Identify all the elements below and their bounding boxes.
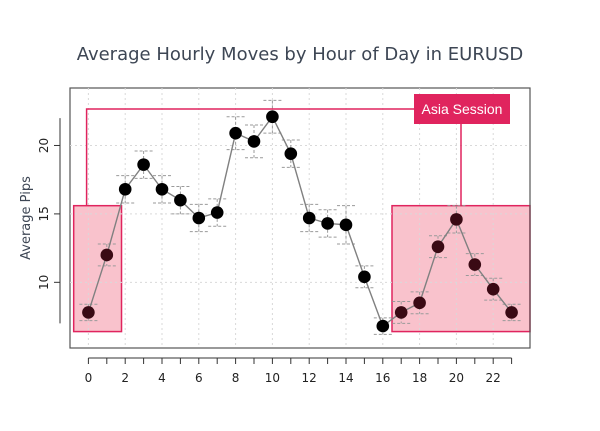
x-tick-label: 2 (121, 371, 129, 385)
data-point (339, 218, 353, 232)
data-point (137, 158, 150, 171)
session-connector: Asia Session (85, 94, 510, 206)
x-tick-label: 20 (449, 371, 464, 385)
data-point (486, 282, 500, 296)
x-tick-label: 22 (486, 371, 501, 385)
data-point (394, 306, 408, 319)
data-point (468, 258, 482, 271)
asia-session-highlight-1 (72, 204, 123, 333)
plot-frame (69, 87, 531, 349)
x-tick-label: 4 (158, 371, 166, 385)
y-tick-label: 10 (37, 275, 51, 290)
data-point (210, 206, 224, 219)
data-point (431, 240, 445, 254)
session-bracket (85, 108, 462, 206)
data-point (247, 135, 261, 148)
data-point (302, 211, 316, 225)
data-point (505, 306, 518, 319)
x-tick-label: 10 (265, 371, 280, 385)
chart-title: Average Hourly Moves by Hour of Day in E… (76, 44, 524, 65)
data-point (229, 126, 242, 140)
y-tick-label: 20 (37, 138, 51, 153)
data-point (82, 306, 95, 319)
y-tick-label: 15 (37, 206, 51, 221)
data-points (82, 110, 518, 333)
data-point (155, 182, 169, 196)
data-point (450, 213, 463, 226)
axes: 0 2 4 6 8 10 12 14 16 18 20 22 10 15 20 (37, 118, 513, 385)
data-point (118, 182, 132, 196)
highlight-layer (72, 204, 531, 333)
data-point (100, 248, 114, 262)
x-tick-label: 6 (195, 371, 203, 385)
x-tick-label: 0 (85, 371, 93, 385)
data-point (321, 217, 334, 230)
data-point (413, 296, 426, 310)
session-label: Asia Session (422, 101, 503, 117)
data-point (266, 110, 279, 124)
data-point (358, 270, 371, 284)
x-tick-label: 18 (412, 371, 427, 385)
data-point (192, 211, 206, 225)
session-label-box (414, 94, 510, 124)
y-axis-title: Average Pips (19, 176, 34, 260)
data-point (284, 147, 298, 160)
data-point (376, 319, 390, 333)
x-tick-label: 12 (302, 371, 317, 385)
data-point (174, 193, 187, 207)
x-tick-label: 16 (375, 371, 390, 385)
x-tick-label: 8 (232, 371, 240, 385)
x-tick-label: 14 (338, 371, 353, 385)
